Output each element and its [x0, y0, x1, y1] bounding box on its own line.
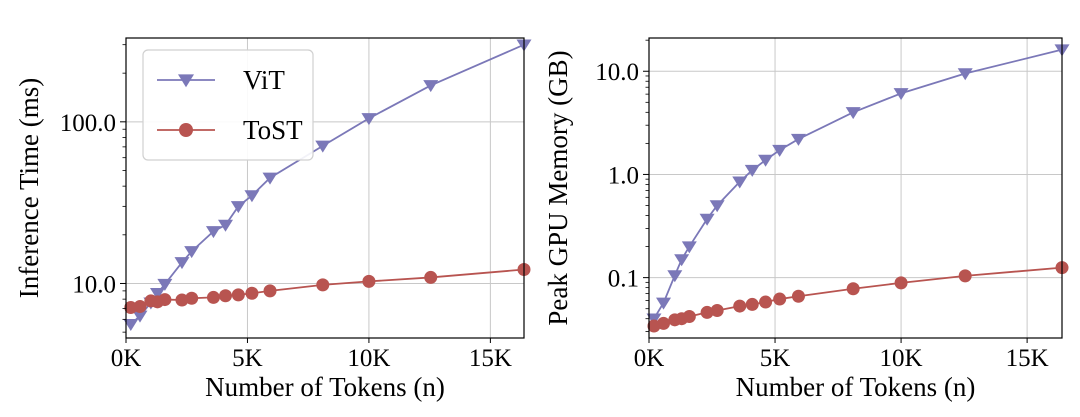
series-line-tost	[653, 266, 1063, 327]
data-point-tost	[682, 310, 696, 324]
y-tick-label: 10.0	[595, 59, 639, 86]
data-point-vit	[957, 68, 973, 81]
y-tick-label: 1.0	[608, 162, 639, 189]
legend-label-vit: ViT	[243, 65, 285, 95]
data-point-vit	[709, 200, 725, 213]
data-point-vit	[758, 154, 774, 167]
data-point-tost	[745, 297, 759, 311]
x-tick-label: 15K	[1006, 345, 1049, 372]
data-point-tost	[245, 286, 259, 300]
y-tick-label: 0.1	[608, 266, 639, 293]
legend-marker-vit	[178, 74, 194, 88]
data-point-tost	[759, 295, 773, 309]
data-point-tost	[175, 293, 189, 307]
data-point-tost	[316, 278, 330, 292]
data-point-vit	[230, 201, 246, 214]
data-point-vit	[656, 297, 672, 310]
data-point-tost	[231, 288, 245, 302]
inference-time-chart: 0K 5K 10K 15K 10.0 100.0 Number of Tokens (n)…	[14, 37, 532, 402]
data-point-vit	[646, 313, 662, 326]
data-point-vit	[132, 310, 148, 323]
x-tick-label: 0K	[634, 345, 665, 372]
data-point-tost	[219, 289, 232, 303]
data-point-vit	[423, 80, 439, 93]
data-point-vit	[218, 219, 233, 232]
data-point-vit	[790, 133, 806, 146]
data-point-vit	[845, 107, 861, 120]
series-line-vit	[653, 48, 1063, 320]
data-point-tost	[158, 293, 172, 307]
data-point-vit	[315, 140, 331, 153]
data-point-tost	[958, 269, 972, 283]
x-axis-label: Number of Tokens (n)	[205, 372, 445, 402]
data-point-tost	[791, 289, 805, 303]
data-point-vit	[744, 164, 760, 177]
x-tick-label: 10K	[347, 345, 390, 372]
data-point-vit	[699, 213, 715, 226]
data-point-tost	[657, 316, 671, 330]
peak-gpu-memory-chart: 0K 5K 10K 15K 0.1 1.0 10.0 Number of Tokens (n…	[543, 37, 1070, 402]
plot-frame	[125, 37, 525, 339]
data-point-vit	[205, 226, 221, 239]
data-point-vit	[262, 172, 278, 185]
x-tick-label: 5K	[232, 345, 263, 372]
y-tick-label: 10.0	[72, 271, 116, 298]
data-point-tost	[263, 284, 277, 298]
data-point-tost	[846, 282, 860, 296]
data-point-tost	[773, 292, 787, 306]
data-point-vit	[244, 190, 260, 203]
data-point-tost	[710, 304, 724, 318]
legend-marker-tost	[179, 123, 193, 137]
data-point-vit	[681, 241, 697, 254]
x-tick-label: 5K	[760, 345, 791, 372]
data-point-vit	[149, 288, 165, 301]
data-point-vit	[674, 254, 690, 267]
data-point-vit	[361, 113, 377, 126]
x-tick-label: 0K	[111, 345, 142, 372]
legend-label-tost: ToST	[243, 115, 303, 145]
data-point-tost	[733, 299, 747, 313]
data-point-vit	[893, 88, 909, 101]
x-tick-label: 10K	[880, 345, 923, 372]
x-axis-label: Number of Tokens (n)	[736, 372, 976, 402]
y-axis-label: Peak GPU Memory (GB)	[543, 50, 573, 325]
x-tick-label: 15K	[469, 345, 512, 372]
data-point-vit	[157, 278, 173, 291]
y-axis-label: Inference Time (ms)	[14, 78, 44, 298]
data-point-vit	[123, 318, 139, 331]
data-point-tost	[362, 274, 376, 288]
data-point-vit	[667, 270, 683, 283]
data-point-vit	[174, 257, 190, 270]
data-point-vit	[772, 144, 788, 157]
data-point-tost	[133, 300, 147, 314]
legend: ViT ToST	[142, 49, 314, 161]
data-point-tost	[206, 290, 220, 304]
y-tick-label: 100.0	[60, 110, 116, 137]
data-point-tost	[185, 291, 199, 305]
data-point-tost	[700, 305, 714, 319]
data-point-tost	[424, 270, 438, 284]
plot-frame	[648, 37, 1063, 339]
data-point-vit	[184, 246, 200, 259]
data-point-vit	[732, 176, 748, 189]
data-point-tost	[894, 276, 908, 290]
